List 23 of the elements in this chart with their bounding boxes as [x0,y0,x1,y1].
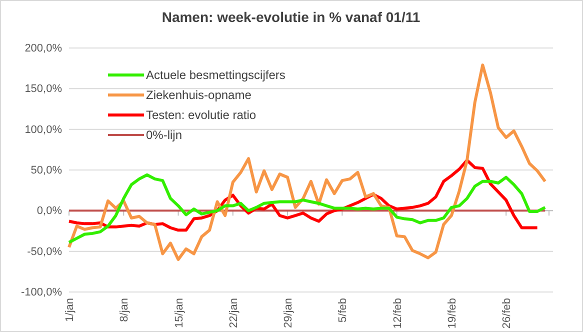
y-tick-label: 100,0% [24,124,62,136]
legend-label: 0%-lijn [146,128,182,142]
legend-label: Actuele besmettingscijfers [146,68,286,82]
y-tick-label: -100,0% [21,286,62,299]
legend-label: Testen: evolutie ratio [146,108,256,122]
line-series [68,64,547,261]
y-tick-label: 150,0% [24,83,62,96]
line-series [68,173,547,244]
x-tick-label: 1/jan [64,298,76,322]
chart-title: Namen: week-evolutie in % vanaf 01/11 [162,9,420,25]
x-tick-label: 26/feb [501,298,514,329]
x-tick-label: 29/jan [282,298,295,328]
x-tick-label: 8/jan [118,298,131,322]
y-tick-label: 50,0% [30,164,62,177]
legend-label: Ziekenhuis-opname [146,88,252,102]
x-tick-label: 22/jan [228,298,240,328]
x-tick-label: 12/feb [392,298,404,329]
x-tick-label: 15/jan [173,298,186,328]
y-tick-label: 200,0% [24,42,62,55]
y-tick-label: 0,0% [36,205,62,218]
x-tick-label: 5/feb [337,298,350,322]
x-tick-label: 19/feb [446,298,458,329]
y-tick-label: -50,0% [27,246,62,258]
